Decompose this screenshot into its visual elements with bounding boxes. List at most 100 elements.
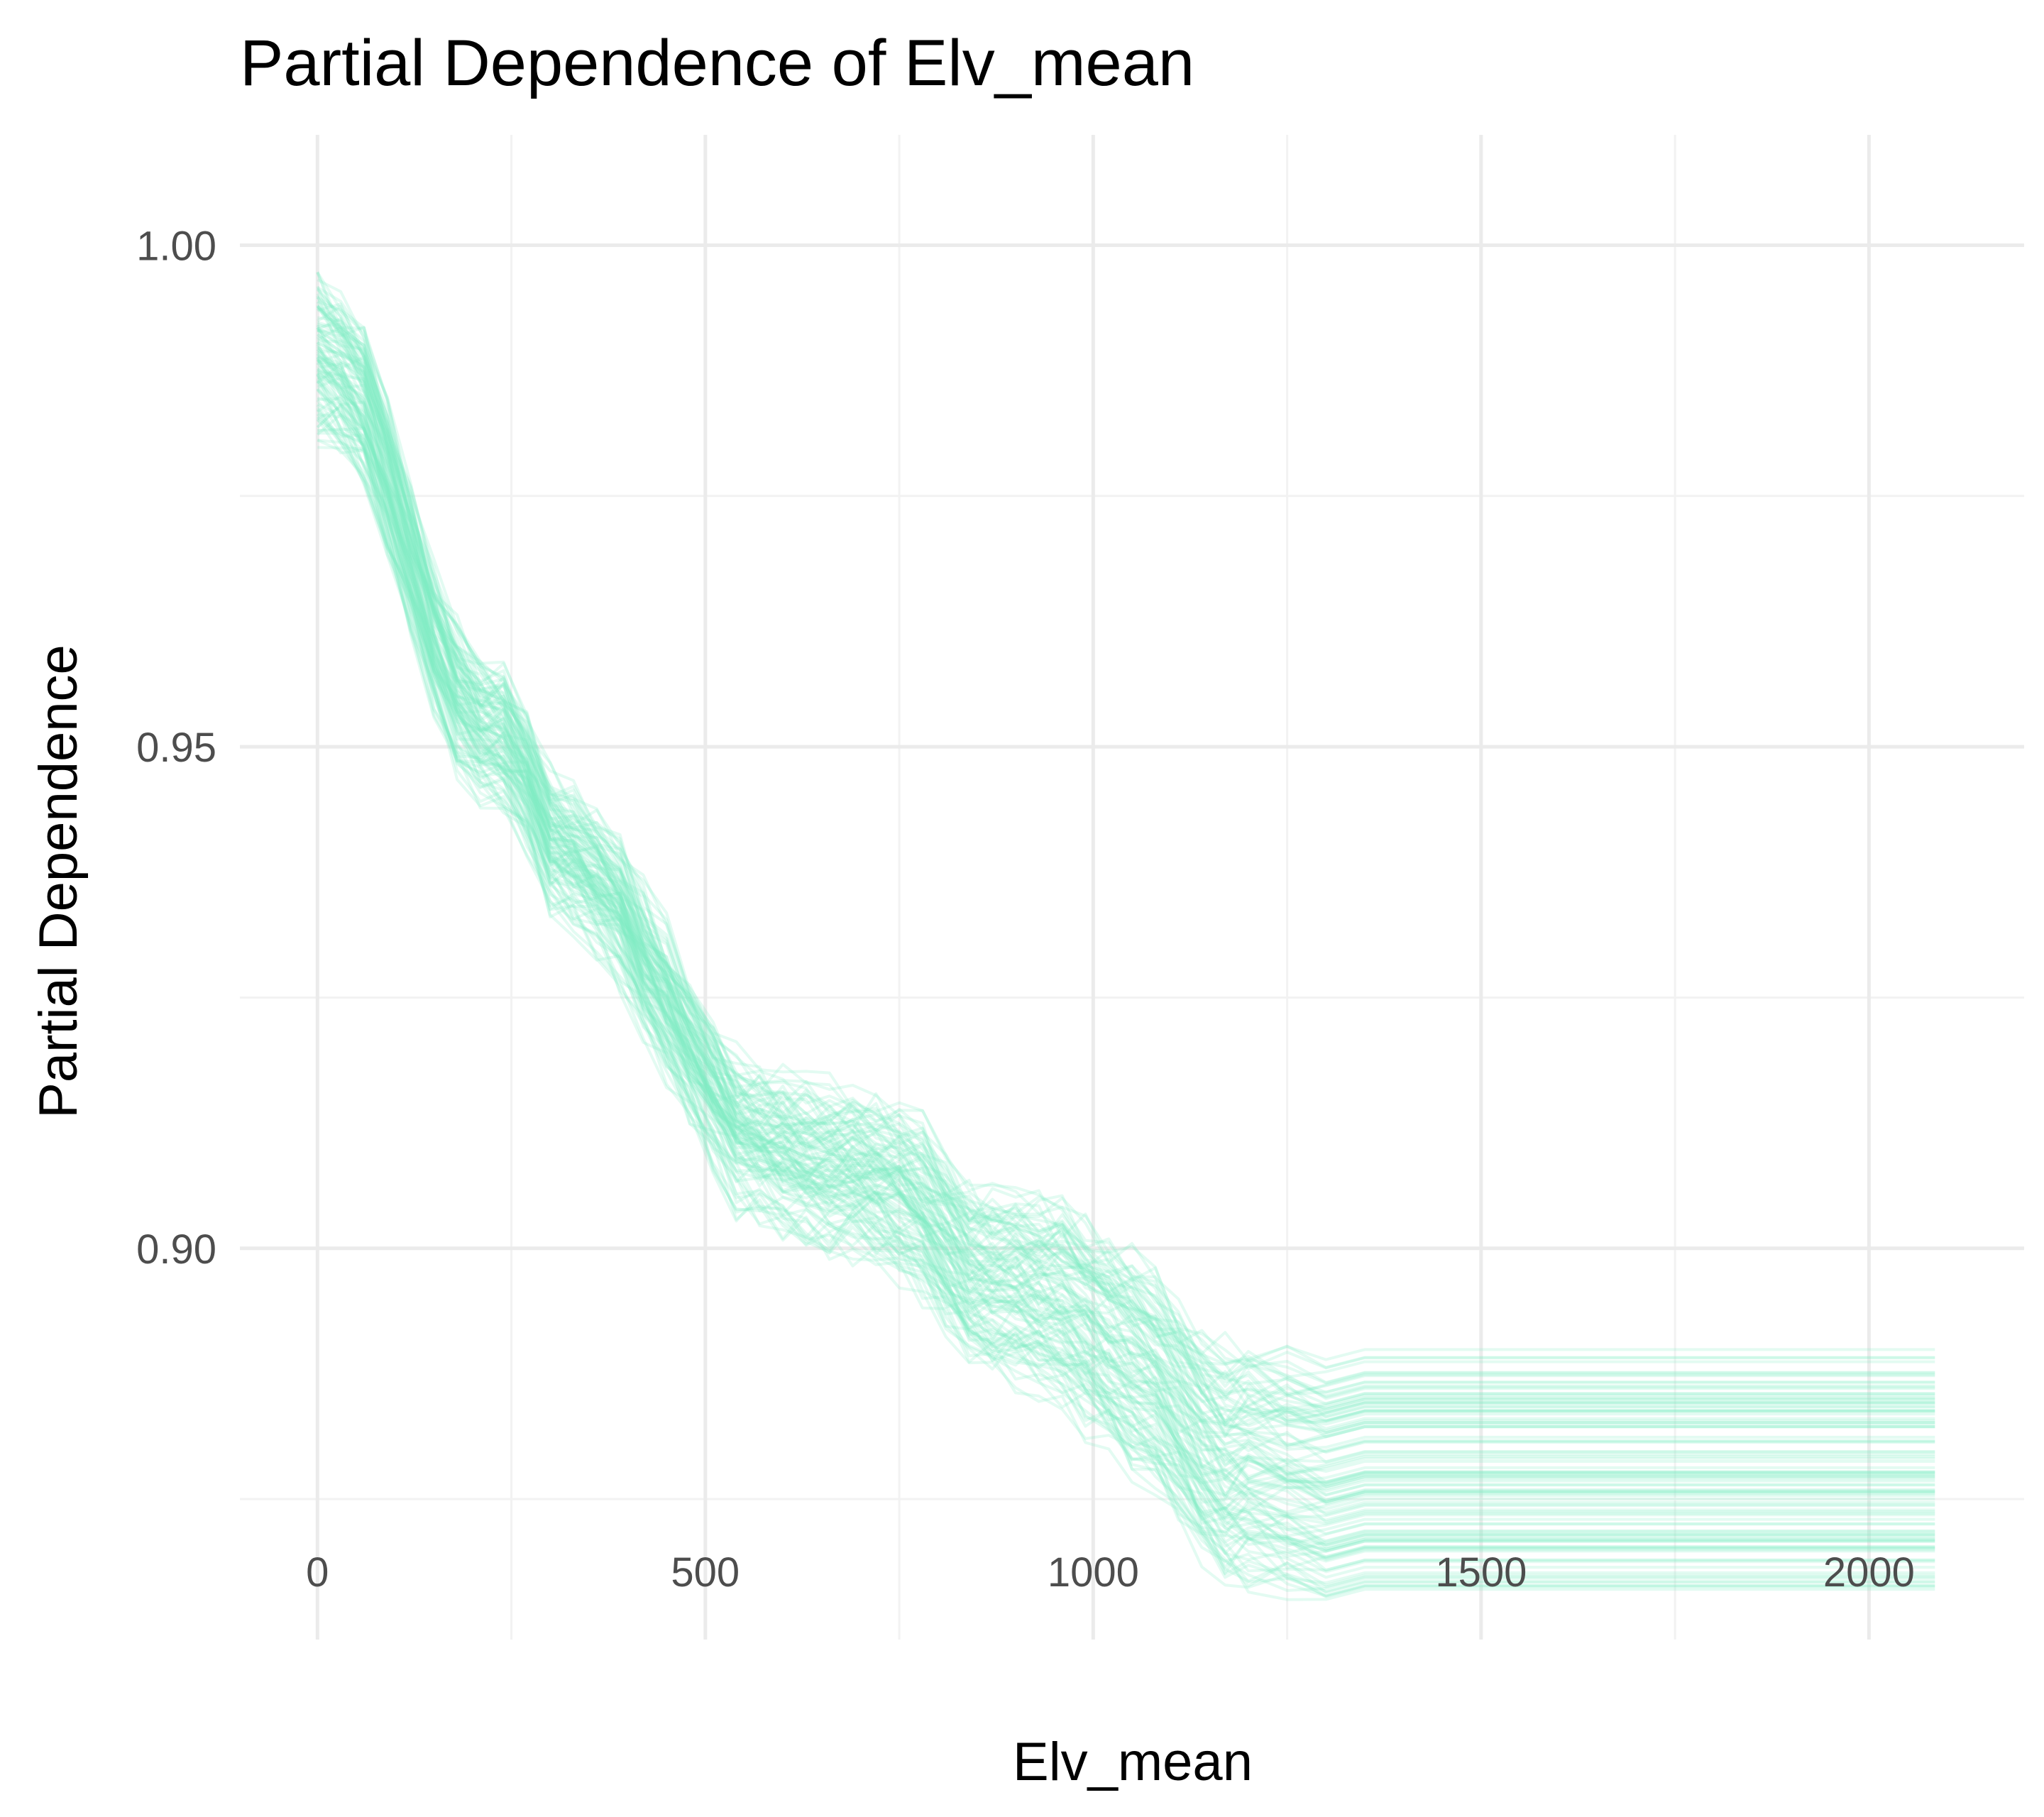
ice-line (317, 429, 1935, 1514)
ice-line (316, 374, 1935, 1425)
ice-line (317, 371, 1935, 1434)
ice-line (317, 362, 1935, 1503)
ice-line (317, 304, 1935, 1504)
ice-line (317, 296, 1935, 1430)
ice-line (317, 413, 1935, 1415)
ice-line (316, 380, 1935, 1454)
ice-line (316, 368, 1935, 1520)
x-tick-label: 1000 (1048, 1549, 1139, 1596)
ice-line (317, 368, 1935, 1491)
ice-line (316, 292, 1935, 1422)
ice-line (316, 404, 1935, 1423)
ice-line (316, 305, 1935, 1488)
ice-line (316, 348, 1935, 1598)
ice-line (317, 339, 1935, 1427)
ice-line (317, 329, 1935, 1510)
ice-line (316, 304, 1935, 1601)
major-grid (240, 135, 2024, 1640)
ice-line (316, 272, 1935, 1597)
ice-line (316, 301, 1935, 1488)
ice-line (316, 346, 1935, 1426)
tick-labels: 0 500 1000 1500 2000 0.90 0.95 1.00 (136, 223, 1915, 1596)
ice-line (316, 335, 1935, 1398)
ice-line (316, 271, 1935, 1548)
ice-line (316, 379, 1935, 1592)
ice-line (317, 316, 1935, 1385)
ice-line (316, 373, 1935, 1559)
y-axis-title: Partial Dependence (28, 644, 89, 1119)
ice-line (316, 327, 1935, 1522)
ice-line (317, 372, 1935, 1422)
ice-line (316, 304, 1935, 1490)
x-tick-label: 500 (671, 1549, 740, 1596)
ice-line (316, 380, 1935, 1549)
ice-line (317, 341, 1935, 1449)
y-tick-label: 0.95 (136, 725, 216, 771)
ice-line (317, 439, 1935, 1525)
ice-line (317, 362, 1935, 1418)
ice-line (316, 271, 1935, 1473)
ice-line (316, 351, 1935, 1558)
ice-line (317, 302, 1935, 1418)
ice-line (316, 356, 1935, 1454)
ice-line (316, 418, 1935, 1559)
ice-line (316, 353, 1935, 1594)
ice-line (317, 341, 1935, 1552)
ice-line (317, 355, 1935, 1484)
ice-line (317, 432, 1935, 1573)
ice-line (317, 416, 1935, 1574)
ice-line (317, 333, 1935, 1476)
ice-line (317, 356, 1935, 1504)
ice-line (317, 305, 1935, 1378)
ice-line (316, 407, 1935, 1486)
chart-title: Partial Dependence of Elv_mean (240, 27, 1194, 99)
ice-line (316, 287, 1935, 1585)
ice-line (316, 404, 1935, 1384)
ice-line (316, 358, 1935, 1551)
ice-line (317, 300, 1935, 1570)
ice-line (316, 352, 1935, 1413)
ice-line (317, 278, 1935, 1484)
y-tick-label: 0.90 (136, 1226, 216, 1273)
ice-line (317, 321, 1935, 1424)
ice-line (317, 373, 1935, 1369)
ice-line (317, 333, 1935, 1553)
ice-line (316, 388, 1935, 1432)
ice-line (317, 322, 1935, 1409)
ice-line (316, 288, 1935, 1551)
ice-line (316, 344, 1935, 1485)
x-axis-title: Elv_mean (1013, 1732, 1253, 1792)
ice-line (316, 361, 1935, 1493)
ice-line (316, 304, 1935, 1561)
ice-line (317, 286, 1935, 1477)
ice-line (317, 394, 1935, 1410)
ice-line (316, 356, 1935, 1475)
ice-line (316, 296, 1935, 1505)
ice-line (317, 368, 1935, 1547)
ice-line (316, 358, 1935, 1400)
ice-line (316, 285, 1935, 1560)
x-tick-label: 1500 (1435, 1549, 1527, 1596)
ice-line (317, 322, 1935, 1396)
ice-line (317, 307, 1935, 1434)
ice-line (317, 329, 1935, 1483)
ice-line (316, 399, 1935, 1572)
ice-line (317, 397, 1935, 1598)
ice-line (317, 326, 1935, 1414)
ice-line (316, 362, 1935, 1466)
ice-line (316, 307, 1935, 1588)
ice-line (317, 396, 1935, 1483)
ice-line (317, 317, 1935, 1501)
ice-line (317, 328, 1935, 1399)
ice-lines-layer (316, 271, 1935, 1601)
ice-line (316, 389, 1935, 1593)
ice-line (316, 413, 1935, 1542)
ice-line (317, 427, 1935, 1545)
ice-line (316, 373, 1935, 1413)
minor-grid (240, 135, 2024, 1640)
ice-line (317, 375, 1935, 1516)
ice-line (317, 353, 1935, 1496)
